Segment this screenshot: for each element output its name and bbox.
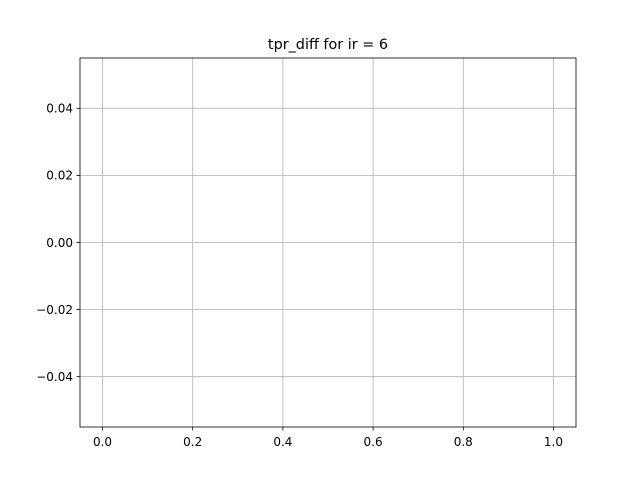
- y-tick-label: −0.04: [36, 370, 73, 384]
- axis-ticks: 0.0 0.2 0.4 0.6 0.8 1.0 −0.04 −0.02 0.00 0.02 0.04: [36, 102, 563, 449]
- y-tick-label: 0.04: [46, 102, 73, 116]
- x-tick-label: 0.6: [364, 435, 383, 449]
- chart-title: tpr_diff for ir = 6: [268, 37, 388, 53]
- x-tick-label: 0.0: [93, 435, 112, 449]
- x-tick-label: 1.0: [544, 435, 563, 449]
- y-tick-label: 0.02: [46, 169, 73, 183]
- x-tick-label: 0.4: [273, 435, 292, 449]
- plot-area-frame: [79, 57, 577, 428]
- x-tick-label: 0.8: [454, 435, 473, 449]
- x-tick-label: 0.2: [183, 435, 202, 449]
- y-tick-label: −0.02: [36, 303, 73, 317]
- grid-lines: [80, 58, 576, 427]
- y-tick-label: 0.00: [46, 236, 73, 250]
